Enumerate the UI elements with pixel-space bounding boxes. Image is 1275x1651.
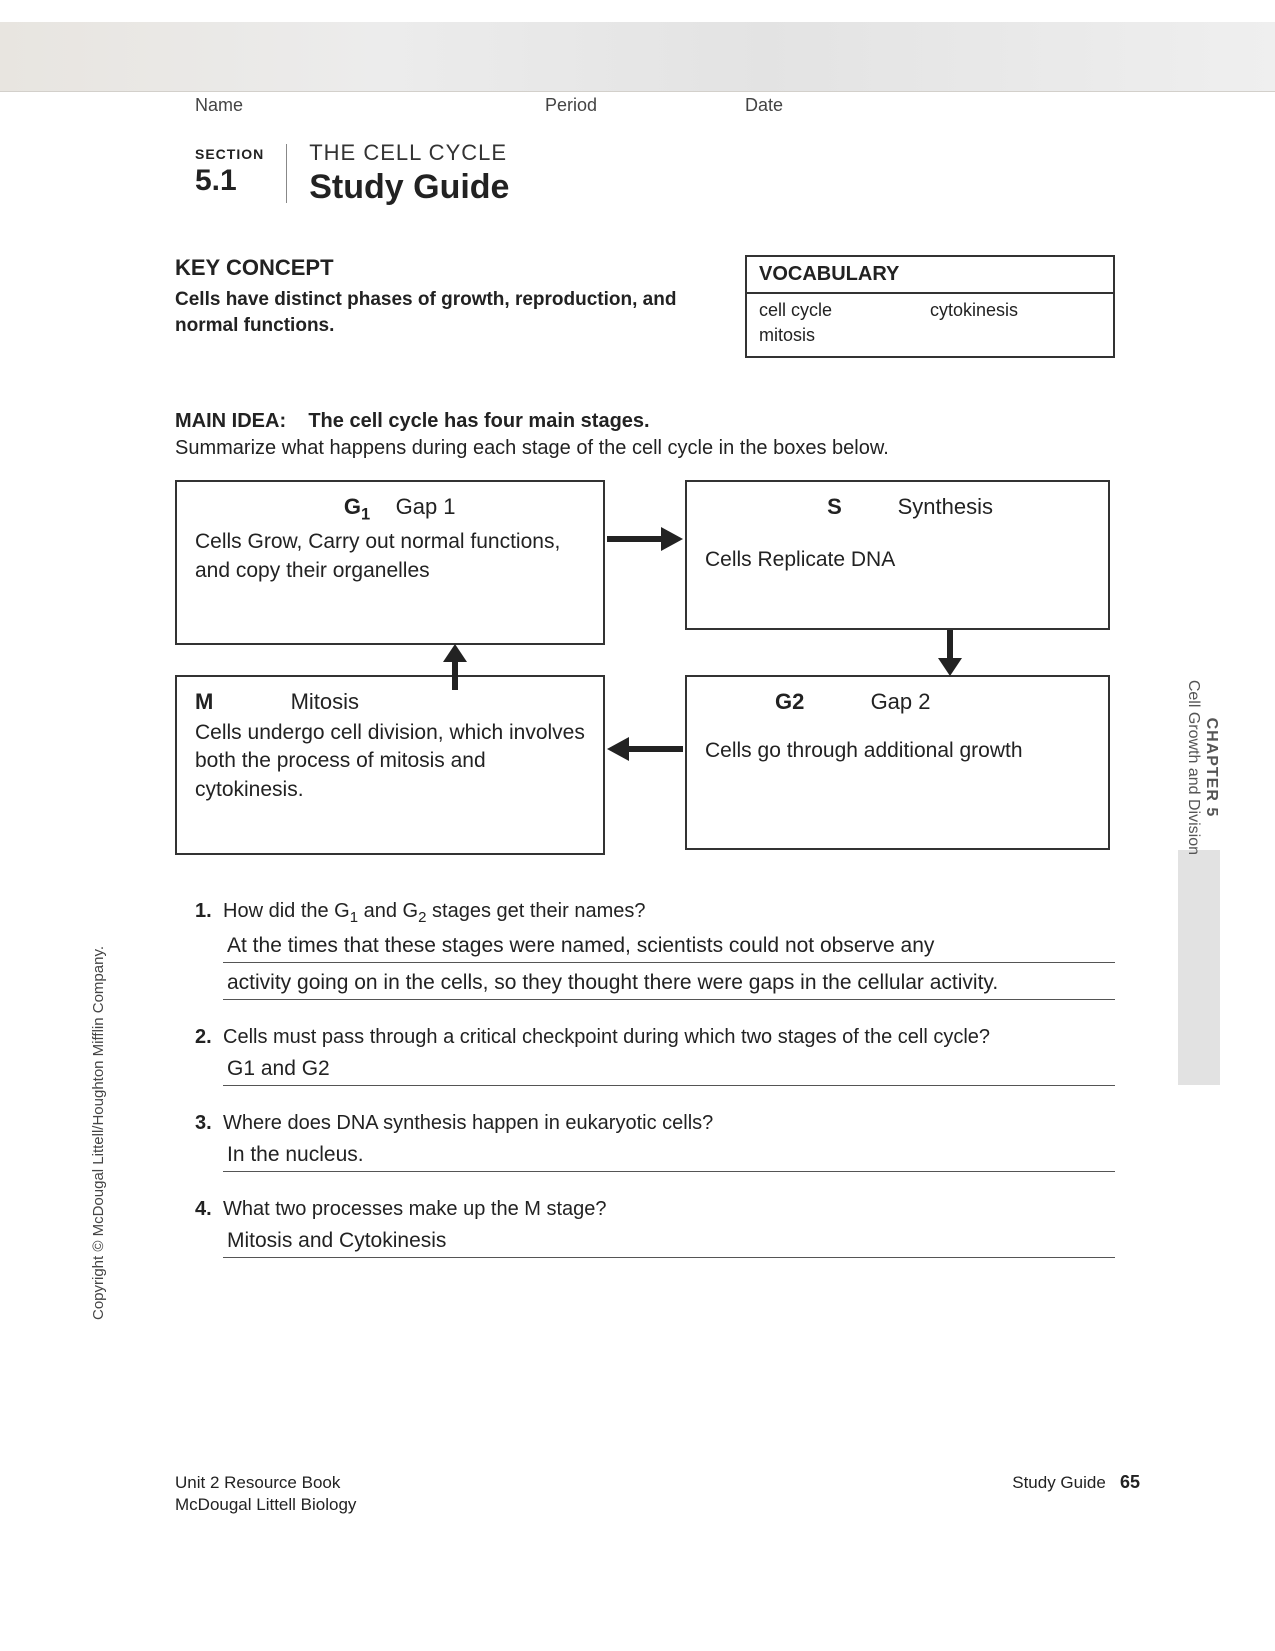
section-number: 5.1 (195, 164, 264, 198)
stage-name: Gap 2 (871, 689, 931, 714)
answer-line: In the nucleus. (223, 1141, 1115, 1172)
question-text: Where does DNA synthesis happen in eukar… (223, 1112, 713, 1135)
scan-artifact-band (0, 22, 1275, 92)
stage-description: Cells Replicate DNA (705, 546, 1090, 574)
diagram-box-m: M Mitosis Cells undergo cell division, w… (175, 675, 605, 855)
question-text: Cells must pass through a critical check… (223, 1026, 990, 1049)
key-concept-text: Cells have distinct phases of growth, re… (175, 287, 715, 338)
stage-symbol: G1 (324, 494, 389, 524)
vocab-term: cytokinesis (930, 300, 1101, 321)
footer-book-line1: Unit 2 Resource Book (175, 1472, 356, 1494)
stage-name: Mitosis (291, 689, 359, 714)
arrow-up-icon (445, 644, 465, 690)
footer-label: Study Guide (1012, 1473, 1106, 1492)
stage-symbol: G2 (775, 689, 840, 715)
question-item: 3. Where does DNA synthesis happen in eu… (195, 1112, 1115, 1172)
main-idea-text: The cell cycle has four main stages. (308, 410, 649, 432)
page-footer: Unit 2 Resource Book McDougal Littell Bi… (175, 1472, 1140, 1516)
arrow-right-icon (607, 528, 683, 548)
chapter-subtitle: Cell Growth and Division (1184, 680, 1202, 855)
questions-block: 1. How did the G1 and G2 stages get thei… (195, 900, 1115, 1284)
stage-symbol: M (195, 689, 260, 715)
stage-name: Gap 1 (396, 494, 456, 519)
question-number: 4. (195, 1198, 223, 1221)
question-number: 1. (195, 900, 223, 926)
question-number: 3. (195, 1112, 223, 1135)
vocabulary-box: VOCABULARY cell cycle cytokinesis mitosi… (745, 255, 1115, 358)
question-text: What two processes make up the M stage? (223, 1198, 607, 1221)
question-item: 1. How did the G1 and G2 stages get thei… (195, 900, 1115, 1000)
date-field-label: Date (745, 95, 783, 116)
key-concept-block: KEY CONCEPT Cells have distinct phases o… (175, 255, 715, 358)
diagram-box-g1: G1 Gap 1 Cells Grow, Carry out normal fu… (175, 480, 605, 645)
header-fields: Name Period Date (195, 95, 1105, 116)
page-number: 65 (1120, 1472, 1140, 1492)
stage-symbol: S (802, 494, 867, 520)
diagram-box-s: S Synthesis Cells Replicate DNA (685, 480, 1110, 630)
vocab-term: cell cycle (759, 300, 930, 321)
question-number: 2. (195, 1026, 223, 1049)
chapter-tab-bg (1178, 850, 1220, 1085)
stage-description: Cells go through additional growth (705, 737, 1090, 765)
copyright-text: Copyright © McDougal Littell/Houghton Mi… (90, 946, 107, 1320)
page-title: Study Guide (309, 168, 509, 207)
stage-description: Cells undergo cell division, which invol… (195, 719, 585, 804)
main-idea-instruction: Summarize what happens during each stage… (175, 437, 1115, 460)
stage-description: Cells Grow, Carry out normal functions, … (195, 528, 585, 585)
chapter-side-label: CHAPTER 5 Cell Growth and Division (1184, 680, 1220, 855)
footer-book-line2: McDougal Littell Biology (175, 1494, 356, 1516)
name-field-label: Name (195, 95, 545, 116)
stage-name: Synthesis (898, 494, 993, 519)
chapter-number: CHAPTER 5 (1202, 680, 1220, 855)
main-idea-block: MAIN IDEA: The cell cycle has four main … (175, 410, 1115, 460)
span-line: activity going on in the cells, so they … (223, 969, 1115, 1000)
section-heading: SECTION 5.1 THE CELL CYCLE Study Guide (195, 140, 509, 207)
diagram-box-g2: G2 Gap 2 Cells go through additional gro… (685, 675, 1110, 850)
section-label: SECTION (195, 146, 264, 162)
answer-line: G1 and G2 (223, 1055, 1115, 1086)
period-field-label: Period (545, 95, 745, 116)
arrow-left-icon (607, 738, 683, 758)
answer-line: At the times that these stages were name… (223, 932, 1115, 963)
question-item: 2. Cells must pass through a critical ch… (195, 1026, 1115, 1086)
answer-line: Mitosis and Cytokinesis (223, 1227, 1115, 1258)
vocabulary-heading: VOCABULARY (747, 257, 1113, 294)
cell-cycle-diagram: G1 Gap 1 Cells Grow, Carry out normal fu… (175, 480, 1110, 860)
main-idea-label: MAIN IDEA: (175, 410, 286, 432)
section-divider (286, 144, 287, 203)
vocab-term: mitosis (759, 325, 930, 346)
question-item: 4. What two processes make up the M stag… (195, 1198, 1115, 1258)
key-concept-heading: KEY CONCEPT (175, 255, 715, 281)
arrow-down-icon (940, 630, 960, 676)
question-text: How did the G1 and G2 stages get their n… (223, 900, 645, 926)
section-topic: THE CELL CYCLE (309, 140, 509, 166)
